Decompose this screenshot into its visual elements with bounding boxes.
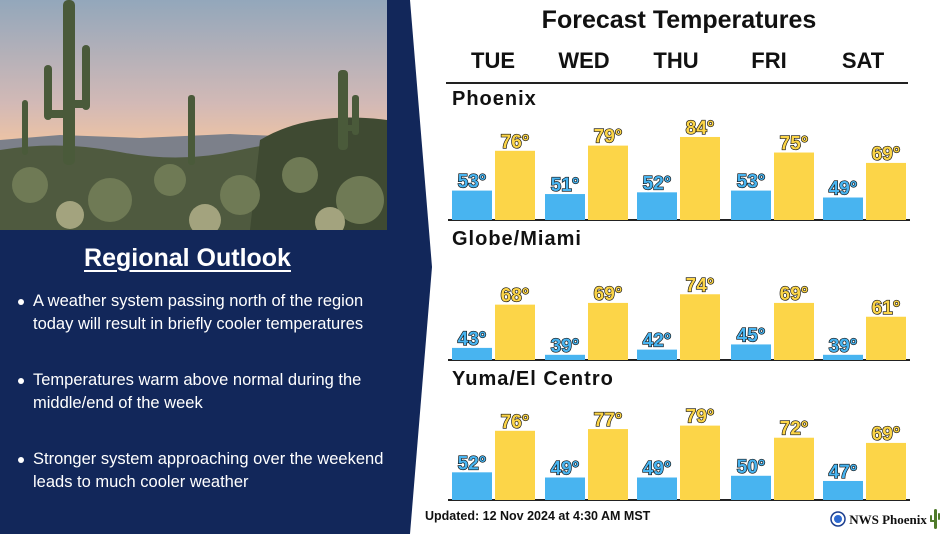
low-temp-bar	[731, 190, 771, 220]
low-temp-label: 49°	[551, 459, 580, 480]
high-temp-bar	[495, 150, 535, 220]
low-temp-bar	[545, 477, 585, 500]
low-temp-label: 42°	[643, 331, 672, 352]
low-temp-label: 47°	[829, 462, 858, 483]
high-temp-bar	[680, 136, 720, 220]
high-temp-label: 74°	[686, 275, 715, 296]
low-temp-bar	[823, 197, 863, 220]
high-temp-label: 61°	[872, 298, 901, 319]
brand-text: NWS Phoenix	[849, 512, 927, 527]
high-temp-label: 75°	[780, 134, 809, 155]
city-chart: 43° 39° 42° 45° 39° 68° 69° 74° 69° 61°	[448, 275, 910, 361]
bullet-item: Stronger system approaching over the wee…	[16, 448, 406, 494]
low-temp-label: 51°	[551, 175, 580, 196]
high-temp-label: 77°	[594, 410, 623, 431]
bullet-item: A weather system passing north of the re…	[16, 290, 406, 336]
high-temp-bar	[680, 294, 720, 360]
high-temp-bar	[774, 152, 814, 220]
header-divider	[446, 82, 908, 84]
day-label: FRI	[751, 48, 787, 73]
low-temp-label: 53°	[458, 172, 487, 193]
low-temp-bar	[731, 475, 771, 500]
nws-logo-icon	[830, 511, 846, 527]
low-temp-bar	[452, 190, 492, 220]
high-temp-label: 76°	[501, 132, 530, 153]
low-temp-bar	[452, 472, 492, 500]
high-temp-bar	[588, 145, 628, 220]
low-temp-bar	[731, 344, 771, 360]
low-temp-label: 43°	[458, 329, 487, 350]
bullet-text: Stronger system approaching over the wee…	[33, 450, 384, 491]
bullet-item: Temperatures warm above normal during th…	[16, 369, 406, 415]
bullet-dot-icon	[18, 457, 24, 463]
low-temp-label: 39°	[551, 336, 580, 357]
panel-title: Regional Outlook	[84, 244, 291, 272]
low-temp-label: 45°	[737, 325, 766, 346]
high-temp-label: 69°	[594, 284, 623, 305]
low-temp-label: 53°	[737, 172, 766, 193]
low-temp-bar	[637, 477, 677, 500]
city-label-globe-miami: Globe/Miami	[452, 228, 582, 250]
city-chart: 52° 49° 49° 50° 47° 76° 77° 79° 72° 69°	[448, 406, 910, 501]
low-temp-label: 52°	[643, 173, 672, 194]
high-temp-label: 84°	[686, 118, 715, 139]
high-temp-bar	[495, 304, 535, 360]
high-temp-label: 79°	[594, 127, 623, 148]
city-chart: 53° 51° 52° 53° 49° 76° 79° 84° 75° 69°	[448, 117, 910, 221]
bullet-dot-icon	[18, 378, 24, 384]
updated-timestamp: Updated: 12 Nov 2024 at 4:30 AM MST	[425, 509, 651, 523]
high-temp-bar	[866, 162, 906, 220]
high-temp-bar	[588, 302, 628, 360]
day-label: SAT	[841, 48, 885, 73]
low-temp-label: 49°	[643, 459, 672, 480]
low-temp-bar	[545, 194, 585, 220]
high-temp-label: 79°	[686, 407, 715, 428]
high-temp-bar	[680, 425, 720, 500]
desert-saguaro-photo	[0, 0, 387, 230]
high-temp-label: 76°	[501, 412, 530, 433]
low-temp-bar	[452, 347, 492, 360]
city-label-phoenix: Phoenix	[452, 88, 537, 110]
bullet-text: A weather system passing north of the re…	[33, 292, 364, 333]
high-temp-bar	[774, 302, 814, 360]
city-label-yuma-el-centro: Yuma/El Centro	[452, 368, 614, 390]
high-temp-label: 69°	[780, 284, 809, 305]
low-temp-bar	[823, 354, 863, 360]
day-header-row: TUE WED THU FRI SAT	[446, 48, 908, 78]
low-temp-label: 49°	[829, 179, 858, 200]
low-temp-label: 39°	[829, 336, 858, 357]
high-temp-bar	[866, 316, 906, 360]
day-label: WED	[558, 48, 610, 73]
high-temp-bar	[588, 429, 628, 500]
low-temp-bar	[637, 349, 677, 360]
high-temp-label: 72°	[780, 419, 809, 440]
high-temp-label: 69°	[872, 424, 901, 445]
low-temp-bar	[637, 192, 677, 220]
high-temp-label: 68°	[501, 286, 530, 307]
day-label: TUE	[471, 48, 515, 73]
high-temp-bar	[866, 442, 906, 500]
forecast-title: Forecast Temperatures	[541, 6, 817, 34]
nws-brand: NWS Phoenix	[830, 509, 941, 529]
high-temp-bar	[495, 430, 535, 500]
regional-outlook-panel: Regional Outlook A weather system passin…	[0, 0, 432, 534]
day-label: THU	[653, 48, 699, 73]
low-temp-label: 52°	[458, 453, 487, 474]
bullet-text: Temperatures warm above normal during th…	[33, 371, 362, 412]
high-temp-label: 69°	[872, 144, 901, 165]
low-temp-bar	[823, 480, 863, 500]
low-temp-label: 50°	[737, 457, 766, 478]
cactus-icon	[930, 509, 941, 529]
outlook-bullets: A weather system passing north of the re…	[16, 290, 406, 527]
bullet-dot-icon	[18, 299, 24, 305]
low-temp-bar	[545, 354, 585, 360]
high-temp-bar	[774, 437, 814, 500]
